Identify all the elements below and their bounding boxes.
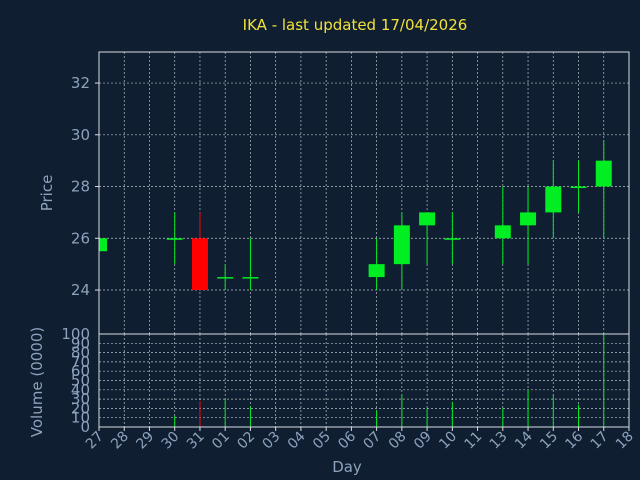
candle-body <box>217 277 234 279</box>
volume-tick-label: 90 <box>71 334 90 352</box>
volume-tick-label: 40 <box>71 381 90 399</box>
x-tick-label: 09 <box>411 429 435 453</box>
price-tick-label: 28 <box>71 178 90 196</box>
candle-body <box>99 238 107 252</box>
candle-body <box>166 238 183 240</box>
volume-tick-label: 50 <box>71 372 90 390</box>
x-tick-label: 01 <box>209 429 233 453</box>
volume-tick-label: 20 <box>71 399 90 417</box>
x-tick-label: 30 <box>159 429 183 453</box>
x-tick-label: 07 <box>361 429 385 453</box>
x-tick-label: 31 <box>184 429 208 453</box>
candle-body <box>545 186 562 213</box>
volume-axis-label: Volume (0000) <box>28 327 46 437</box>
x-tick-label: 02 <box>234 429 258 453</box>
x-tick-label: 29 <box>133 429 157 453</box>
x-tick-label: 16 <box>562 428 586 452</box>
candle-body <box>419 212 436 226</box>
x-axis-label: Day <box>332 458 362 476</box>
x-tick-label: 03 <box>260 429 284 453</box>
candle-body <box>242 277 259 279</box>
x-tick-label: 10 <box>436 429 460 453</box>
x-tick-label: 18 <box>613 429 637 453</box>
volume-tick-label: 60 <box>71 362 90 380</box>
price-tick-label: 30 <box>71 126 90 144</box>
x-tick-label: 28 <box>108 429 132 453</box>
x-axis: 27 28 29 30 31 01 02 03 04 05 06 07 08 09 10 11 13 14 15 16… <box>83 427 637 452</box>
volume-tick-label: 30 <box>71 390 90 408</box>
candle-body <box>494 225 511 239</box>
y-axis-label: Price <box>38 175 56 212</box>
volume-tick-label: 100 <box>61 325 90 343</box>
x-tick-label: 08 <box>386 429 410 453</box>
x-tick-label: 06 <box>335 428 359 452</box>
candle-body <box>368 264 385 278</box>
chart-title: IKA - last updated 17/04/2026 <box>243 16 468 34</box>
price-tick-label: 32 <box>71 74 90 92</box>
candle-body <box>595 160 612 187</box>
x-tick-label: 17 <box>588 429 612 453</box>
x-tick-label: 15 <box>537 429 561 453</box>
price-tick-label: 24 <box>71 281 90 299</box>
volume-tick-label: 80 <box>71 344 90 362</box>
x-tick-label: 04 <box>285 428 309 452</box>
price-panel: 24 26 28 30 32 <box>71 51 630 335</box>
x-tick-label: 14 <box>512 428 536 452</box>
candle-body <box>393 225 410 265</box>
volume-frame <box>98 333 630 428</box>
candle-body <box>520 212 537 226</box>
x-tick-label: 13 <box>487 429 511 453</box>
candle-body <box>444 238 461 240</box>
candle-body <box>570 186 587 189</box>
candle-body <box>191 238 208 291</box>
volume-tick-label: 70 <box>71 353 90 371</box>
x-tick-label: 11 <box>461 429 485 453</box>
volume-tick-label: 10 <box>71 409 90 427</box>
volume-tick-label: 0 <box>80 418 90 436</box>
x-tick-label: 05 <box>310 429 334 453</box>
price-tick-label: 26 <box>71 229 90 247</box>
